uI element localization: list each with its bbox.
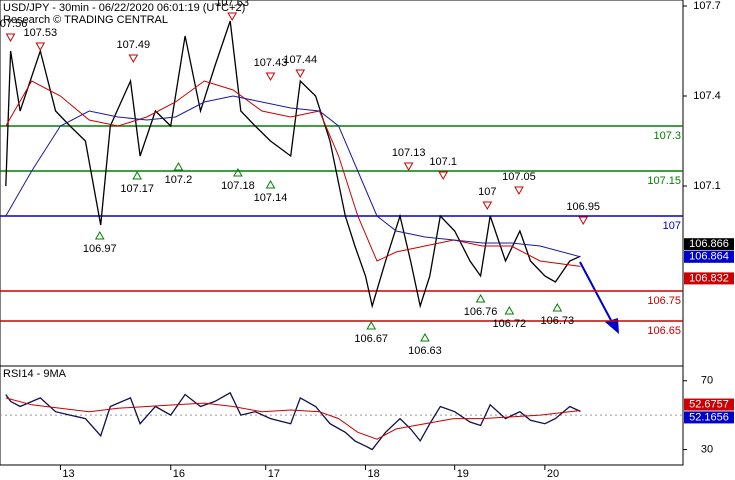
extreme-label: 107.05 bbox=[502, 171, 536, 183]
last-value-box bbox=[684, 398, 734, 411]
series-line bbox=[5, 20, 581, 309]
extreme-label: 107.17 bbox=[120, 183, 154, 195]
level-label: 106.65 bbox=[647, 325, 681, 337]
last-value-box bbox=[684, 411, 734, 424]
last-value-box bbox=[684, 272, 734, 285]
last-value-label: 52.6757 bbox=[689, 398, 729, 410]
series-line bbox=[5, 80, 581, 267]
extreme-label: 107.63 bbox=[215, 0, 249, 9]
extreme-label: 107.53 bbox=[23, 27, 57, 39]
extreme-marker bbox=[173, 161, 184, 171]
x-tick-label: 16 bbox=[173, 468, 185, 480]
extreme-marker bbox=[233, 167, 243, 177]
extreme-label: 107.1 bbox=[429, 156, 457, 168]
extreme-label: 107.43 bbox=[254, 57, 288, 69]
level-label: 107.15 bbox=[647, 175, 681, 187]
extreme-marker bbox=[403, 162, 414, 172]
extreme-marker bbox=[482, 201, 493, 211]
x-tick-label: 20 bbox=[547, 468, 559, 480]
extreme-marker bbox=[132, 170, 143, 180]
chart-subtitle: Research © TRADING CENTRAL bbox=[3, 14, 168, 26]
x-tick-label: 13 bbox=[62, 468, 74, 480]
extreme-label: 107.2 bbox=[165, 174, 193, 186]
extreme-marker bbox=[514, 186, 524, 196]
last-value-label: 106.866 bbox=[689, 238, 729, 250]
x-tick-label: 19 bbox=[457, 468, 469, 480]
extreme-label: 107.13 bbox=[392, 147, 426, 159]
rsi-title: RSI14 - 9MA bbox=[3, 368, 67, 380]
chart-title: USD/JPY - 30min - 06/22/2020 06:01:19 (U… bbox=[3, 2, 245, 14]
extreme-label: 107 bbox=[478, 186, 496, 198]
extreme-label: 107.44 bbox=[283, 54, 317, 66]
extreme-marker bbox=[504, 305, 515, 315]
extreme-label: 107.18 bbox=[221, 180, 255, 192]
extreme-marker bbox=[265, 72, 276, 82]
forecast-arrow bbox=[579, 261, 615, 327]
extreme-marker bbox=[475, 293, 486, 303]
extreme-marker bbox=[94, 230, 105, 240]
extreme-marker bbox=[578, 216, 589, 226]
extreme-marker bbox=[5, 33, 16, 43]
extreme-label: 107.14 bbox=[254, 192, 288, 204]
extreme-marker bbox=[420, 332, 430, 342]
extreme-label: 106.76 bbox=[464, 306, 498, 318]
extreme-label: 106.73 bbox=[541, 315, 575, 327]
series-line bbox=[5, 397, 581, 440]
y-tick-label: 107.4 bbox=[693, 90, 721, 102]
extreme-marker bbox=[227, 12, 238, 22]
y-tick-label: 107.1 bbox=[693, 180, 721, 192]
extreme-label: 106.97 bbox=[83, 243, 117, 255]
extreme-marker bbox=[366, 320, 377, 330]
level-label: 107 bbox=[663, 220, 681, 232]
extreme-marker bbox=[128, 54, 139, 64]
extreme-label: 106.95 bbox=[566, 201, 600, 213]
extreme-marker bbox=[295, 69, 306, 79]
extreme-marker bbox=[265, 179, 276, 189]
level-label: 106.75 bbox=[647, 295, 681, 307]
y-tick-label: 30 bbox=[701, 443, 713, 455]
last-value-box bbox=[684, 250, 734, 263]
extreme-label: 106.67 bbox=[354, 333, 388, 345]
y-tick-label: 107.7 bbox=[693, 0, 721, 12]
forecast-arrowhead bbox=[605, 318, 619, 334]
last-value-label: 106.864 bbox=[689, 251, 729, 263]
level-label: 107.3 bbox=[653, 130, 681, 142]
y-tick-label: 70 bbox=[701, 375, 713, 387]
series-line bbox=[5, 391, 581, 451]
last-value-label: 52.1656 bbox=[689, 411, 729, 423]
x-tick-label: 17 bbox=[268, 468, 280, 480]
x-tick-label: 18 bbox=[367, 468, 379, 480]
extreme-marker bbox=[35, 42, 46, 52]
extreme-marker bbox=[438, 171, 449, 181]
extreme-label: 106.63 bbox=[408, 345, 442, 357]
series-line bbox=[5, 95, 581, 258]
extreme-label: 107.49 bbox=[117, 39, 151, 51]
extreme-label: 106.72 bbox=[493, 318, 527, 330]
plot-frame bbox=[0, 0, 684, 466]
extreme-marker bbox=[552, 302, 563, 312]
extreme-label: 107.56 bbox=[0, 18, 27, 30]
last-value-label: 106.832 bbox=[689, 272, 729, 284]
last-value-box bbox=[684, 238, 734, 251]
